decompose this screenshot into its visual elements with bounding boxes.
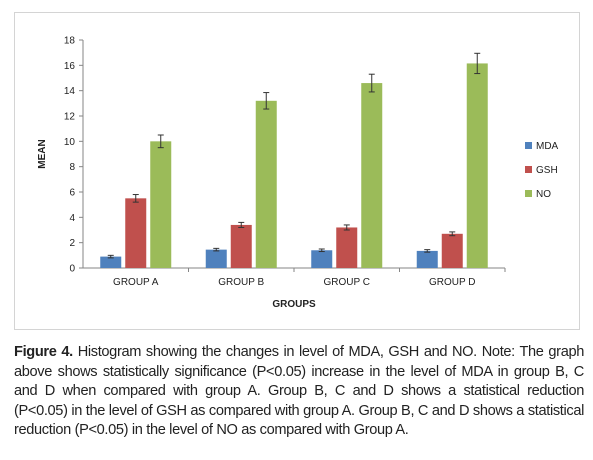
legend-label-no: NO <box>536 189 551 200</box>
x-tick-label: GROUP C <box>324 277 371 288</box>
bar-mda <box>205 249 227 268</box>
y-tick-label: 0 <box>69 264 75 275</box>
y-tick-label: 16 <box>64 61 76 72</box>
x-tick-label: GROUP A <box>113 277 159 288</box>
y-tick-label: 14 <box>64 86 76 97</box>
chart-frame: 0 2 4 6 8 10 12 14 16 18 GROUP A GROUP B GROUP C GROU… <box>14 12 580 330</box>
caption-text: Histogram showing the changes in level o… <box>14 344 584 438</box>
bar-gsh <box>230 224 252 268</box>
bar-gsh <box>336 227 358 268</box>
bar-mda <box>311 250 333 268</box>
bar-no <box>466 63 488 268</box>
y-axis-title: MEAN <box>37 139 48 168</box>
y-tick-label: 8 <box>69 162 75 173</box>
legend-label-mda: MDA <box>536 141 559 152</box>
y-tick-label: 10 <box>64 137 76 148</box>
y-tick-label: 6 <box>69 188 75 199</box>
y-tick-label: 2 <box>69 238 75 249</box>
bar-mda <box>100 256 122 268</box>
bar-mda <box>416 250 438 268</box>
legend-label-gsh: GSH <box>536 165 558 176</box>
bar-no <box>150 141 172 268</box>
x-tick-label: GROUP D <box>429 277 476 288</box>
y-tick-label: 4 <box>69 213 75 224</box>
bar-no <box>255 100 277 268</box>
y-tick-label: 12 <box>64 112 76 123</box>
legend-swatch-gsh <box>525 166 532 173</box>
y-tick-label: 18 <box>64 36 76 47</box>
bar-chart: 0 2 4 6 8 10 12 14 16 18 GROUP A GROUP B GROUP C GROU… <box>37 36 559 311</box>
bar-no <box>361 83 383 268</box>
legend-swatch-no <box>525 190 532 197</box>
bar-gsh <box>125 198 147 268</box>
bar-gsh <box>441 233 463 268</box>
caption-label: Figure 4. <box>14 344 73 360</box>
legend-swatch-mda <box>525 142 532 149</box>
x-tick-label: GROUP B <box>218 277 264 288</box>
figure-caption: Figure 4. Histogram showing the changes … <box>14 343 584 441</box>
x-axis-title: GROUPS <box>272 299 316 310</box>
